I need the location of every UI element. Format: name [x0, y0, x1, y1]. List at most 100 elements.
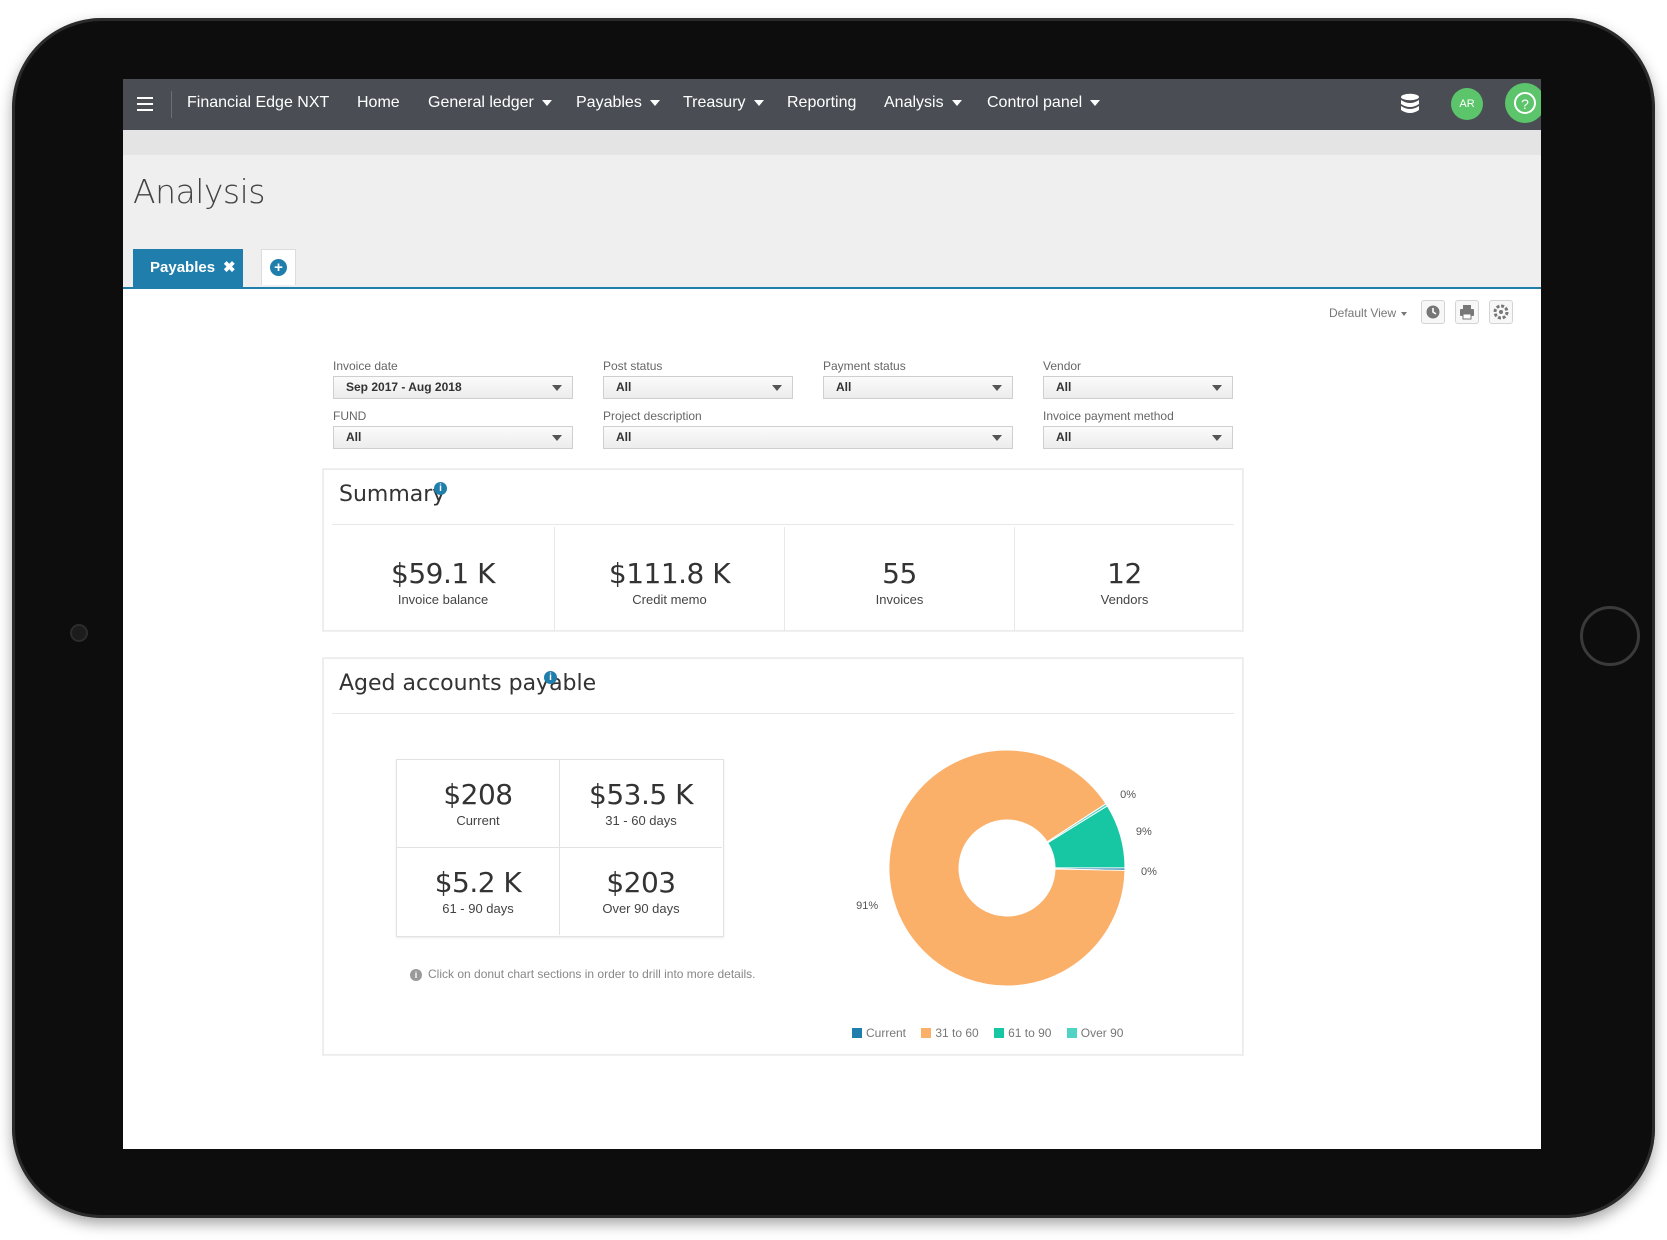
nav-control-panel-label: Control panel: [987, 94, 1083, 111]
top-navbar: Financial Edge NXT Home General ledger P…: [123, 79, 1541, 130]
gear-icon: [1493, 304, 1509, 320]
payment-status-label: Payment status: [823, 359, 906, 373]
aged-divider: [332, 713, 1234, 714]
nav-general-ledger[interactable]: General ledger: [428, 94, 552, 112]
nav-home[interactable]: Home: [357, 94, 400, 112]
nav-payables[interactable]: Payables: [576, 94, 660, 112]
page-title: Analysis: [133, 172, 265, 211]
legend-swatch: [921, 1028, 932, 1038]
payment-status-select[interactable]: All: [823, 376, 1013, 399]
invoice-payment-method-select[interactable]: All: [1043, 426, 1233, 449]
add-tab-button[interactable]: +: [261, 249, 296, 285]
legend-label: 31 to 60: [935, 1026, 979, 1040]
chevron-down-icon: [1401, 311, 1408, 316]
donut-data-label: 0%: [1141, 866, 1157, 878]
project-description-label: Project description: [603, 409, 702, 423]
legend-swatch: [852, 1028, 862, 1038]
legend-item-current[interactable]: Current: [852, 1026, 906, 1040]
donut-data-label: 9%: [1136, 826, 1152, 838]
summary-title: Summary: [339, 482, 446, 507]
history-button[interactable]: [1421, 300, 1445, 324]
subheader-bar: [123, 130, 1541, 155]
close-icon[interactable]: ✖: [223, 259, 236, 276]
app-screen: Financial Edge NXT Home General ledger P…: [123, 79, 1541, 1149]
aged-payables-title: Aged accounts payable: [339, 671, 597, 696]
summary-panel: Summary i $59.1 K Invoice balance $111.8…: [323, 469, 1243, 631]
aged-label: Over 90 days: [602, 901, 680, 916]
vendor-select[interactable]: All: [1043, 376, 1233, 399]
legend-swatch: [994, 1028, 1005, 1038]
plus-circle-icon: +: [270, 259, 287, 276]
user-avatar[interactable]: AR: [1451, 88, 1483, 120]
aged-cell-current[interactable]: $208 Current: [397, 760, 560, 848]
summary-divider: [332, 524, 1234, 525]
stat-invoices[interactable]: 55 Invoices: [785, 527, 1015, 631]
menu-icon[interactable]: [137, 97, 153, 111]
app-title[interactable]: Financial Edge NXT: [187, 94, 330, 111]
chart-legend: Current 31 to 60 61 to 90 Over 90: [852, 1026, 1135, 1040]
donut-slice-31-to-60[interactable]: [888, 749, 1126, 987]
stat-invoice-balance[interactable]: $59.1 K Invoice balance: [332, 527, 555, 631]
fund-select[interactable]: All: [333, 426, 573, 449]
chevron-down-icon: [649, 99, 660, 106]
aged-totals-grid: $208 Current $53.5 K 31 - 60 days $5.2 K…: [396, 759, 724, 937]
clock-icon: [1426, 305, 1440, 319]
help-glyph: ?: [1521, 96, 1529, 112]
nav-control-panel[interactable]: Control panel: [987, 94, 1101, 112]
aged-cell-61-90[interactable]: $5.2 K 61 - 90 days: [397, 848, 560, 935]
aged-value: $53.5 K: [589, 778, 693, 811]
aged-value: $5.2 K: [434, 866, 522, 899]
info-icon[interactable]: i: [434, 482, 447, 495]
legend-label: Over 90: [1080, 1026, 1124, 1040]
chevron-down-icon: [1090, 99, 1101, 106]
default-view-dropdown[interactable]: Default View: [1329, 306, 1408, 320]
nav-analysis[interactable]: Analysis: [884, 94, 962, 112]
post-status-label: Post status: [603, 359, 663, 373]
fund-label: FUND: [333, 409, 367, 423]
vendor-label: Vendor: [1043, 359, 1082, 373]
stat-vendors[interactable]: 12 Vendors: [1015, 527, 1234, 631]
stat-value: $111.8 K: [608, 557, 731, 590]
legend-label: 61 to 90: [1008, 1026, 1052, 1040]
database-icon[interactable]: [1400, 93, 1420, 117]
aged-value: $208: [443, 778, 513, 811]
nav-treasury[interactable]: Treasury: [683, 94, 764, 112]
home-button[interactable]: [1580, 606, 1640, 666]
drill-hint-text: Click on donut chart sections in order t…: [428, 967, 756, 981]
invoice-date-label: Invoice date: [333, 359, 398, 373]
chevron-down-icon: [753, 99, 764, 106]
tab-payables-label: Payables: [150, 259, 216, 276]
info-icon[interactable]: i: [544, 671, 557, 684]
aged-donut-chart[interactable]: 0% 9% 0% 91%: [844, 729, 1184, 1019]
stat-label: Invoice balance: [397, 592, 489, 607]
stat-credit-memo[interactable]: $111.8 K Credit memo: [555, 527, 785, 631]
project-description-select[interactable]: All: [603, 426, 1013, 449]
aged-payables-panel: Aged accounts payable i $208 Current $53…: [323, 658, 1243, 1055]
aged-cell-over-90[interactable]: $203 Over 90 days: [560, 848, 722, 935]
print-button[interactable]: [1455, 300, 1479, 324]
camera: [70, 624, 88, 642]
stat-value: $59.1 K: [391, 557, 495, 590]
chevron-down-icon: [541, 99, 552, 106]
legend-item-61-90[interactable]: 61 to 90: [994, 1026, 1051, 1040]
stat-label: Credit memo: [632, 592, 707, 607]
nav-analysis-label: Analysis: [884, 94, 944, 111]
chevron-down-icon: [951, 99, 962, 106]
drill-hint: i Click on donut chart sections in order …: [410, 967, 756, 981]
legend-item-over-90[interactable]: Over 90: [1066, 1026, 1124, 1040]
nav-reporting[interactable]: Reporting: [787, 94, 856, 112]
donut-data-label: 91%: [856, 900, 878, 912]
stat-label: Invoices: [875, 592, 924, 607]
settings-button[interactable]: [1489, 300, 1513, 324]
nav-home-label: Home: [357, 94, 400, 111]
analysis-content: Default View Invoice date Sep 2017 - Aug…: [123, 289, 1541, 1149]
aged-cell-31-60[interactable]: $53.5 K 31 - 60 days: [560, 760, 722, 848]
tab-payables[interactable]: Payables ✖: [133, 249, 243, 287]
legend-item-31-60[interactable]: 31 to 60: [921, 1026, 979, 1040]
nav-payables-label: Payables: [576, 94, 642, 111]
post-status-select[interactable]: All: [603, 376, 793, 399]
invoice-date-select[interactable]: Sep 2017 - Aug 2018: [333, 376, 573, 399]
aged-value: $203: [606, 866, 676, 899]
help-icon[interactable]: ?: [1505, 83, 1541, 123]
default-view-label: Default View: [1329, 306, 1397, 320]
